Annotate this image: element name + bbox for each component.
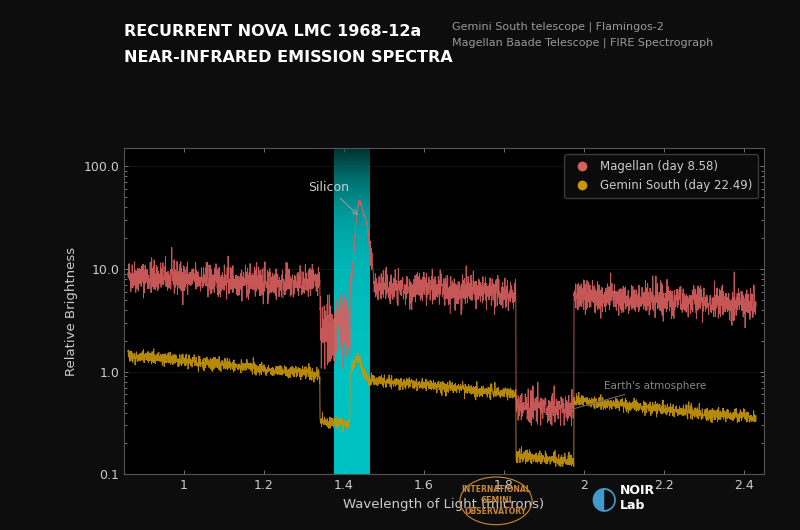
Text: INTERNATIONAL
GEMINI
OBSERVATORY: INTERNATIONAL GEMINI OBSERVATORY <box>461 485 531 516</box>
Text: ◐: ◐ <box>590 484 618 513</box>
Text: RECURRENT NOVA LMC 1968-12a: RECURRENT NOVA LMC 1968-12a <box>124 24 422 39</box>
X-axis label: Wavelength of Light (microns): Wavelength of Light (microns) <box>343 498 545 511</box>
Text: NOIR
Lab: NOIR Lab <box>620 484 655 512</box>
Text: Earth's atmosphere: Earth's atmosphere <box>570 381 706 410</box>
Text: Silicon: Silicon <box>308 181 358 215</box>
Y-axis label: Relative Brightness: Relative Brightness <box>65 247 78 376</box>
Legend: Magellan (day 8.58), Gemini South (day 22.49): Magellan (day 8.58), Gemini South (day 2… <box>565 154 758 198</box>
Text: Magellan Baade Telescope | FIRE Spectrograph: Magellan Baade Telescope | FIRE Spectrog… <box>452 37 714 48</box>
Text: NEAR-INFRARED EMISSION SPECTRA: NEAR-INFRARED EMISSION SPECTRA <box>124 50 453 65</box>
Text: Gemini South telescope | Flamingos-2: Gemini South telescope | Flamingos-2 <box>452 21 664 32</box>
